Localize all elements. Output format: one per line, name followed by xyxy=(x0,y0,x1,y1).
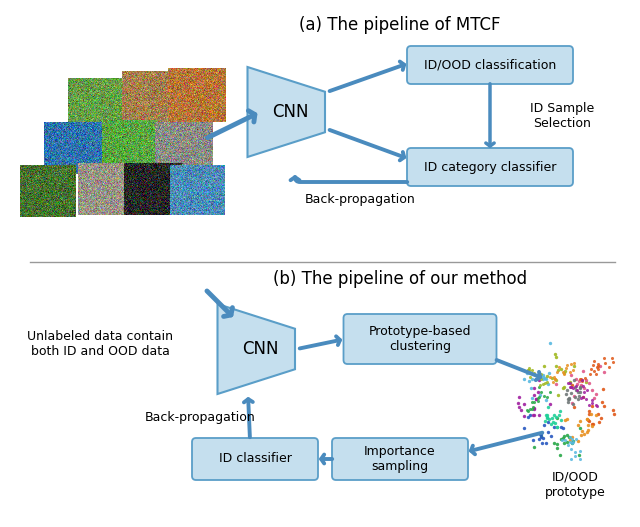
Point xyxy=(570,435,580,444)
Point xyxy=(557,434,568,442)
Point xyxy=(565,379,575,387)
Point xyxy=(568,366,579,374)
Point xyxy=(534,373,545,382)
Point xyxy=(564,377,575,386)
Point xyxy=(562,360,572,369)
Point xyxy=(529,404,539,412)
Point xyxy=(527,375,537,384)
Point xyxy=(561,390,572,398)
Point xyxy=(552,367,563,376)
Point xyxy=(529,384,539,392)
Point xyxy=(536,432,547,441)
Point xyxy=(582,386,592,394)
Point xyxy=(566,435,577,443)
Polygon shape xyxy=(248,67,325,157)
Point xyxy=(545,400,555,408)
Point xyxy=(571,386,581,395)
Point xyxy=(568,436,578,445)
Point xyxy=(584,410,595,418)
Point xyxy=(579,384,589,393)
Point xyxy=(519,412,529,420)
Point xyxy=(566,433,577,442)
Point xyxy=(561,364,571,373)
Point xyxy=(548,418,558,426)
Point xyxy=(560,436,570,445)
Point xyxy=(538,434,548,442)
Point xyxy=(534,434,545,443)
Point xyxy=(532,396,543,405)
Point xyxy=(576,382,586,391)
Point xyxy=(575,424,586,433)
Point xyxy=(566,383,576,391)
Point xyxy=(607,354,617,363)
Point xyxy=(589,357,599,366)
Point xyxy=(550,375,560,384)
Point xyxy=(536,433,546,442)
Point xyxy=(600,359,611,368)
Point xyxy=(584,379,594,387)
Point xyxy=(522,368,532,377)
Point xyxy=(544,415,554,423)
Point xyxy=(513,398,523,407)
Text: Back-propagation: Back-propagation xyxy=(305,192,415,206)
Point xyxy=(542,393,552,402)
Point xyxy=(596,414,606,422)
Point xyxy=(519,399,529,408)
Point xyxy=(568,438,578,446)
Point xyxy=(595,362,605,370)
Point xyxy=(528,411,538,419)
Point xyxy=(578,393,588,402)
Point xyxy=(581,376,591,384)
Point xyxy=(569,392,579,401)
Point xyxy=(540,374,550,382)
Point xyxy=(538,370,548,379)
Point xyxy=(570,447,580,456)
Point xyxy=(543,428,553,436)
Point xyxy=(534,383,544,392)
Point xyxy=(551,413,561,422)
Point xyxy=(591,411,601,419)
Point xyxy=(532,394,543,402)
Point xyxy=(569,362,579,370)
Point xyxy=(564,438,575,446)
Point xyxy=(523,366,533,375)
Text: Prototype-based
clustering: Prototype-based clustering xyxy=(369,325,471,353)
Point xyxy=(586,409,596,418)
Point xyxy=(534,393,544,401)
Point xyxy=(535,391,545,399)
Point xyxy=(580,395,591,404)
Point xyxy=(541,396,551,404)
Point xyxy=(535,380,545,389)
Point xyxy=(593,363,603,371)
Point xyxy=(564,433,574,441)
Point xyxy=(598,385,608,394)
Point xyxy=(553,391,563,399)
Point xyxy=(575,383,586,391)
Point xyxy=(588,422,598,430)
Text: (b) The pipeline of our method: (b) The pipeline of our method xyxy=(273,270,527,288)
Point xyxy=(552,423,563,432)
Point xyxy=(529,369,539,377)
Point xyxy=(527,397,537,406)
Text: CNN: CNN xyxy=(273,103,309,121)
Point xyxy=(593,360,604,368)
Point xyxy=(560,367,570,375)
Point xyxy=(584,417,595,425)
Point xyxy=(581,377,591,386)
Point xyxy=(551,376,561,384)
Point xyxy=(541,411,551,419)
Point xyxy=(579,430,589,438)
Point xyxy=(584,401,595,409)
Point xyxy=(578,393,588,401)
Point xyxy=(559,370,569,378)
Point xyxy=(548,373,559,382)
Point xyxy=(576,375,586,383)
Text: (a) The pipeline of MTCF: (a) The pipeline of MTCF xyxy=(300,16,500,34)
Point xyxy=(540,362,550,370)
Point xyxy=(540,416,550,425)
Point xyxy=(548,423,559,431)
Point xyxy=(545,373,556,382)
Point xyxy=(552,423,563,431)
Point xyxy=(550,349,561,358)
